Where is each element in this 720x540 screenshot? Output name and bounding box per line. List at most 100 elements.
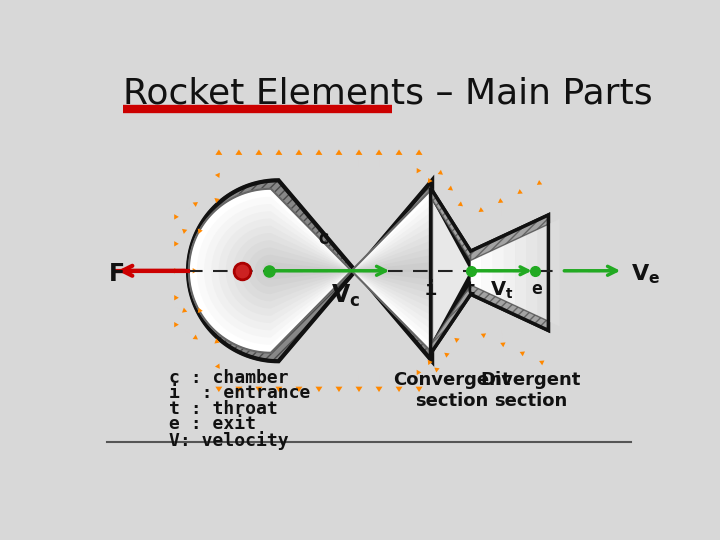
FancyArrow shape (256, 375, 262, 392)
FancyArrow shape (315, 150, 323, 166)
FancyArrow shape (498, 198, 503, 215)
FancyArrow shape (415, 375, 423, 392)
Polygon shape (471, 285, 549, 330)
FancyArrow shape (454, 326, 459, 343)
Polygon shape (431, 188, 549, 354)
Text: i: i (425, 280, 436, 299)
Polygon shape (431, 197, 471, 271)
Polygon shape (262, 262, 432, 280)
FancyArrow shape (458, 201, 463, 218)
FancyArrow shape (518, 189, 523, 206)
FancyArrow shape (417, 361, 425, 375)
FancyArrow shape (173, 229, 187, 235)
Text: i  : entrance: i : entrance (168, 384, 310, 402)
Text: e: e (531, 280, 542, 298)
FancyArrow shape (215, 150, 222, 166)
FancyArrow shape (356, 375, 362, 392)
FancyArrow shape (417, 168, 425, 182)
Polygon shape (233, 233, 432, 308)
Polygon shape (431, 197, 549, 345)
FancyArrow shape (376, 150, 382, 166)
FancyArrow shape (448, 186, 453, 202)
Text: $\mathbf{V_c}$: $\mathbf{V_c}$ (331, 282, 361, 308)
Text: t: t (465, 280, 476, 298)
FancyArrow shape (165, 268, 179, 273)
Polygon shape (549, 219, 559, 326)
Polygon shape (248, 247, 432, 294)
FancyArrow shape (481, 321, 486, 338)
Text: e : exit: e : exit (168, 415, 256, 433)
FancyArrow shape (235, 150, 243, 166)
FancyArrow shape (215, 375, 222, 392)
Polygon shape (431, 285, 471, 354)
FancyArrow shape (256, 150, 262, 166)
FancyArrow shape (537, 180, 542, 197)
Text: $\mathbf{V_t}$: $\mathbf{V_t}$ (490, 280, 513, 301)
FancyArrow shape (189, 228, 203, 234)
FancyArrow shape (395, 150, 402, 166)
FancyArrow shape (336, 150, 343, 166)
Text: $\mathbf{V_e}$: $\mathbf{V_e}$ (631, 263, 660, 286)
FancyArrow shape (444, 341, 449, 357)
Polygon shape (212, 211, 432, 330)
Text: Divergent
section: Divergent section (480, 372, 581, 410)
FancyArrow shape (376, 375, 382, 392)
Text: Rocket Elements – Main Parts: Rocket Elements – Main Parts (122, 76, 652, 110)
FancyArrow shape (336, 375, 343, 392)
FancyArrow shape (211, 173, 220, 185)
Polygon shape (471, 255, 482, 290)
FancyArrow shape (235, 375, 243, 392)
FancyArrow shape (539, 348, 544, 366)
FancyArrow shape (315, 375, 323, 392)
Polygon shape (471, 215, 549, 260)
FancyArrow shape (434, 355, 440, 373)
Polygon shape (197, 197, 432, 345)
FancyArrow shape (165, 295, 179, 300)
Polygon shape (431, 271, 471, 345)
FancyArrow shape (212, 339, 220, 343)
FancyArrow shape (165, 214, 179, 220)
Text: V: velocity: V: velocity (168, 430, 289, 449)
FancyArrow shape (165, 241, 179, 247)
Text: c: c (317, 228, 328, 248)
Polygon shape (204, 204, 432, 338)
Polygon shape (482, 250, 493, 295)
FancyArrow shape (295, 375, 302, 392)
FancyArrow shape (295, 150, 302, 166)
FancyArrow shape (415, 150, 423, 166)
FancyArrow shape (395, 375, 402, 392)
Polygon shape (269, 269, 432, 272)
Polygon shape (226, 226, 432, 316)
Polygon shape (537, 224, 549, 321)
FancyArrow shape (428, 178, 434, 192)
FancyArrow shape (189, 308, 203, 313)
FancyArrow shape (185, 202, 198, 211)
Polygon shape (219, 219, 432, 323)
FancyArrow shape (479, 207, 484, 224)
Text: F: F (109, 262, 125, 286)
FancyArrow shape (428, 351, 434, 365)
Polygon shape (493, 245, 504, 301)
Text: c : chamber: c : chamber (168, 369, 289, 387)
Polygon shape (255, 255, 432, 287)
Polygon shape (504, 240, 515, 306)
Polygon shape (515, 234, 526, 311)
FancyArrow shape (276, 150, 282, 166)
FancyArrow shape (173, 307, 187, 313)
Polygon shape (189, 189, 432, 353)
FancyArrow shape (438, 170, 443, 187)
FancyArrow shape (276, 375, 282, 392)
Polygon shape (431, 188, 471, 260)
FancyArrow shape (180, 268, 197, 273)
Text: Convergent
section: Convergent section (393, 372, 511, 410)
FancyArrow shape (500, 330, 505, 347)
FancyArrow shape (520, 339, 525, 356)
Text: t : throat: t : throat (168, 400, 277, 418)
Polygon shape (526, 230, 537, 316)
Polygon shape (189, 190, 432, 352)
FancyArrow shape (185, 330, 198, 340)
Polygon shape (188, 180, 432, 361)
Polygon shape (240, 240, 432, 301)
FancyArrow shape (356, 150, 362, 166)
FancyArrow shape (211, 356, 220, 369)
